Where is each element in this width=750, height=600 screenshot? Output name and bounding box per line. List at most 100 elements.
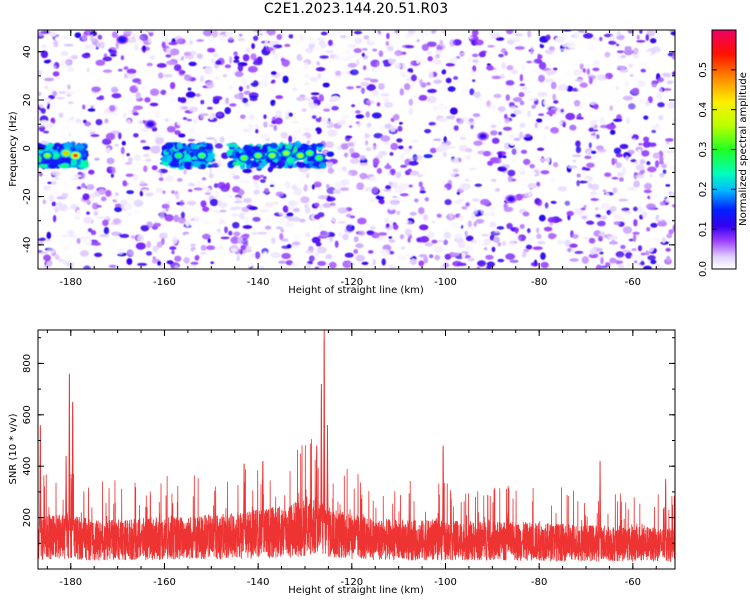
heatmap-cell: [634, 81, 639, 86]
heatmap-cell: [341, 69, 350, 76]
heatmap-cell: [236, 255, 241, 262]
heatmap-cell: [557, 218, 563, 222]
heatmap-cell: [619, 42, 623, 50]
heatmap-cell: [519, 224, 525, 229]
heatmap-cell: [619, 68, 629, 73]
heatmap-cell: [281, 253, 291, 259]
heatmap-cell: [126, 153, 130, 157]
heatmap-cell: [476, 206, 486, 211]
heatmap-cell: [357, 217, 367, 225]
heatmap-cell: [61, 51, 69, 56]
heatmap-cell: [423, 214, 429, 222]
heatmap-cell: [103, 226, 109, 235]
heatmap-cell: [548, 109, 555, 114]
heatmap-cell: [424, 197, 429, 202]
heatmap-cell: [613, 147, 622, 154]
heatmap-cell: [52, 160, 58, 168]
heatmap-cell: [318, 94, 324, 102]
heatmap-cell: [447, 86, 456, 92]
heatmap-cell: [564, 200, 570, 206]
heatmap-cell: [560, 166, 566, 173]
heatmap-cell: [428, 122, 437, 126]
heatmap-cell: [438, 143, 449, 151]
heatmap-cell: [383, 96, 390, 104]
heatmap-cell: [382, 188, 392, 192]
heatmap-cell: [529, 164, 535, 169]
heatmap-cell: [234, 93, 243, 99]
heatmap-cell: [344, 252, 354, 258]
heatmap-cell: [269, 253, 280, 257]
heatmap-cell: [582, 68, 586, 73]
heatmap-cell: [308, 100, 313, 108]
heatmap-cell: [126, 68, 137, 75]
heatmap-cell: [613, 214, 623, 220]
heatmap-cell: [572, 154, 582, 158]
heatmap-cell: [270, 71, 277, 76]
heatmap-cell: [497, 106, 506, 112]
heatmap-cell: [134, 43, 139, 51]
heatmap-cell: [196, 180, 203, 187]
heatmap-cell: [259, 174, 265, 178]
heatmap-cell: [438, 105, 446, 111]
heatmap-cell: [384, 101, 394, 108]
heatmap-cell: [63, 142, 73, 149]
heatmap-cell: [49, 104, 57, 109]
heatmap-cell: [603, 189, 606, 193]
heatmap-cell: [342, 233, 349, 241]
heatmap-cell: [390, 142, 399, 151]
heatmap-cell: [452, 39, 462, 46]
heatmap-cell: [372, 157, 380, 165]
heatmap-cell: [668, 229, 674, 235]
heatmap-cell: [394, 62, 402, 70]
heatmap-cell: [304, 207, 311, 214]
heatmap-cell: [528, 191, 533, 198]
heatmap-cell: [356, 182, 365, 190]
heatmap-cell: [385, 185, 392, 190]
heatmap-cell: [260, 74, 270, 81]
heatmap-cell: [636, 40, 646, 43]
heatmap-cell: [511, 158, 515, 164]
heatmap-cell: [65, 159, 72, 163]
heatmap-cell: [338, 166, 342, 173]
heatmap-cell: [230, 236, 240, 244]
heatmap-cell: [234, 200, 243, 204]
heatmap-cell: [208, 173, 214, 179]
heatmap-cell: [370, 126, 375, 134]
heatmap-cell: [286, 157, 295, 164]
heatmap-cell: [408, 184, 413, 188]
heatmap-cell: [334, 240, 339, 248]
heatmap-cell: [155, 169, 162, 173]
heatmap-cell: [38, 92, 42, 96]
heatmap-cell: [530, 70, 537, 76]
heatmap-cell: [363, 74, 370, 78]
heatmap-cell: [537, 147, 545, 151]
heatmap-cell: [642, 141, 651, 148]
heatmap-cell: [164, 142, 174, 149]
heatmap-cell: [348, 125, 353, 128]
heatmap-cell: [192, 140, 199, 144]
heatmap-cell: [581, 256, 589, 264]
heatmap-cell: [582, 169, 586, 177]
heatmap-cell: [51, 180, 57, 185]
heatmap-cell: [615, 251, 625, 258]
heatmap-cell: [214, 76, 220, 80]
heatmap-cell: [579, 180, 588, 184]
heatmap-cell: [229, 168, 239, 174]
heatmap-cell: [314, 266, 320, 269]
heatmap-cell: [307, 260, 313, 265]
heatmap-cell: [654, 181, 658, 187]
heatmap-cell: [67, 101, 74, 105]
heatmap-cell: [187, 87, 192, 91]
heatmap-cell: [38, 110, 42, 117]
heatmap-cell: [128, 250, 134, 255]
heatmap-cell: [165, 175, 174, 183]
heatmap-cell: [123, 112, 127, 119]
heatmap-cell: [127, 72, 136, 80]
heatmap-cell: [662, 72, 669, 77]
heatmap-cell: [401, 51, 407, 55]
heatmap-cell: [91, 242, 102, 246]
heatmap-cell: [38, 214, 41, 222]
heatmap-cell: [667, 191, 675, 195]
heatmap-cell: [460, 225, 464, 229]
heatmap-cell: [55, 97, 65, 100]
